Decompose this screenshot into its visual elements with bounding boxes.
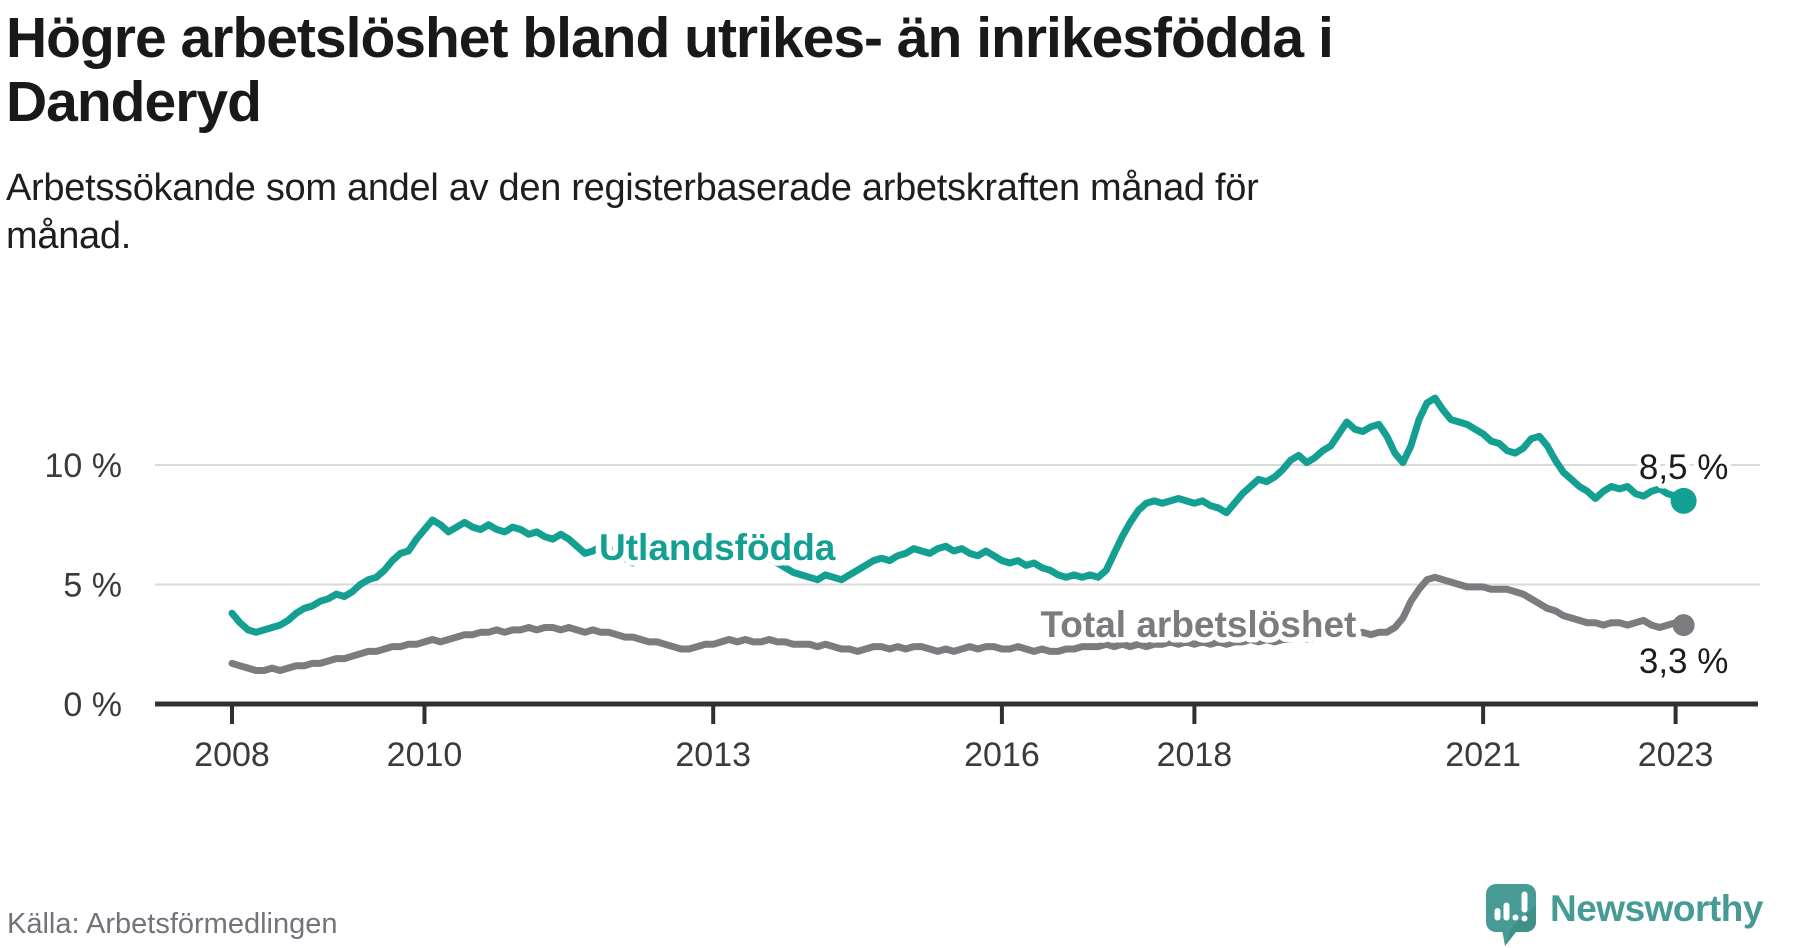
x-tick-label: 2023 — [1638, 736, 1714, 774]
series-line-utlandsfodda — [228, 394, 1688, 636]
source-text: Källa: Arbetsförmedlingen — [7, 908, 338, 940]
end-dot-total — [1672, 614, 1695, 637]
x-tick-label: 2010 — [387, 736, 463, 774]
end-value-label-utlandsfodda: 8,5 % — [1639, 448, 1729, 487]
newsworthy-bubble-chart-icon — [1486, 884, 1536, 946]
subtitle-line-2: månad. — [6, 215, 131, 257]
y-tick-label: 5 % — [63, 567, 122, 605]
newsworthy-wordmark: Newsworthy — [1550, 888, 1763, 929]
end-dot-utlandsfodda — [1670, 487, 1697, 514]
chart-subtitle: Arbetssökande som andel av den registerb… — [6, 164, 1746, 260]
x-tick-label: 2016 — [964, 736, 1040, 774]
title-line-2: Danderyd — [6, 70, 262, 134]
series-label-total: Total arbetslöshet — [1040, 604, 1356, 645]
y-tick-label: 0 % — [63, 686, 122, 724]
x-tick-label: 2013 — [675, 736, 751, 774]
x-tick-label: 2008 — [194, 736, 270, 774]
newsworthy-logo: Newsworthy — [1486, 884, 1763, 948]
subtitle-line-1: Arbetssökande som andel av den registerb… — [6, 167, 1259, 209]
page-title: Högre arbetslöshet bland utrikes- än inr… — [6, 6, 1746, 134]
series-label-utlandsfodda: Utlandsfödda — [599, 527, 836, 568]
y-tick-label: 10 % — [45, 447, 123, 485]
end-value-label-total: 3,3 % — [1639, 642, 1729, 681]
x-tick-label: 2018 — [1157, 736, 1233, 774]
series-line-total — [228, 573, 1688, 674]
title-line-1: Högre arbetslöshet bland utrikes- än inr… — [6, 6, 1334, 70]
x-tick-label: 2021 — [1445, 736, 1521, 774]
